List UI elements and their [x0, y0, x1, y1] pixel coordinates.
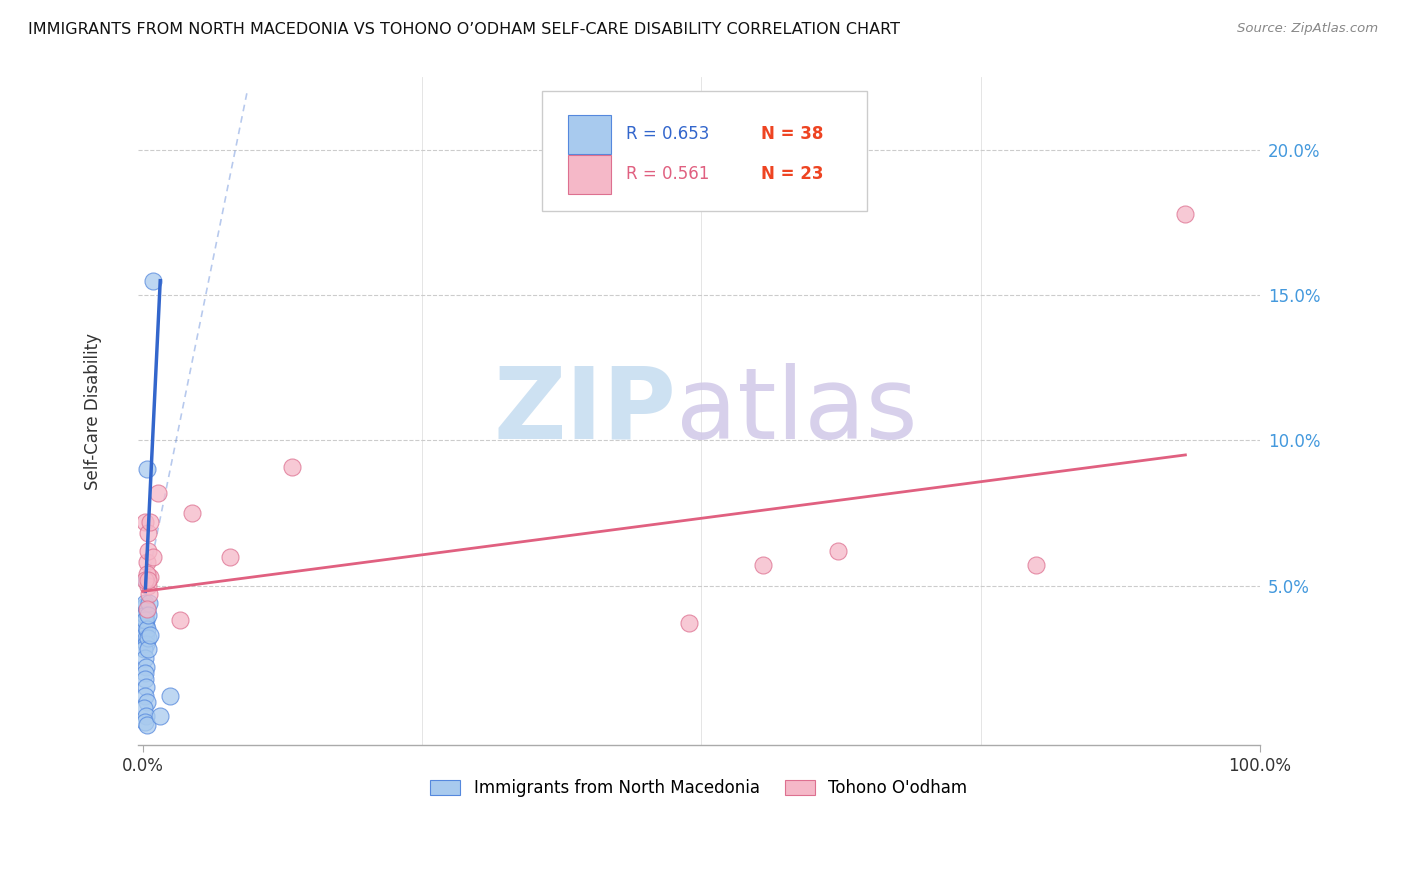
- Point: [134, 714, 156, 729]
- Point: [134, 689, 156, 703]
- Point: [134, 665, 156, 680]
- Point: [135, 573, 157, 587]
- Point: [134, 605, 156, 619]
- Point: [135, 631, 157, 645]
- Point: [281, 459, 304, 474]
- Point: [169, 614, 191, 628]
- Point: [135, 555, 157, 569]
- Point: [132, 607, 155, 622]
- Point: [136, 642, 159, 657]
- Point: [134, 614, 156, 628]
- Point: [142, 274, 165, 288]
- Point: [136, 526, 159, 541]
- Point: [139, 628, 162, 642]
- Point: [135, 695, 157, 709]
- Point: [135, 680, 157, 694]
- Text: Self-Care Disability: Self-Care Disability: [84, 333, 103, 490]
- Point: [134, 700, 156, 714]
- Point: [135, 718, 157, 732]
- FancyBboxPatch shape: [568, 114, 612, 154]
- Point: [134, 651, 156, 665]
- Point: [134, 642, 156, 657]
- Point: [752, 558, 775, 573]
- Point: [134, 607, 156, 622]
- Point: [159, 689, 181, 703]
- Text: IMMIGRANTS FROM NORTH MACEDONIA VS TOHONO O’ODHAM SELF-CARE DISABILITY CORRELATI: IMMIGRANTS FROM NORTH MACEDONIA VS TOHON…: [28, 22, 900, 37]
- Text: atlas: atlas: [676, 363, 918, 460]
- Point: [135, 660, 157, 674]
- Point: [1025, 558, 1047, 573]
- Text: R = 0.653: R = 0.653: [626, 125, 709, 144]
- Point: [135, 462, 157, 476]
- Point: [134, 515, 156, 529]
- Point: [139, 515, 162, 529]
- Point: [134, 619, 156, 633]
- Point: [136, 578, 159, 592]
- Text: ZIP: ZIP: [494, 363, 676, 460]
- FancyBboxPatch shape: [541, 91, 868, 211]
- Text: R = 0.561: R = 0.561: [626, 165, 709, 183]
- Point: [134, 614, 156, 628]
- Point: [135, 637, 157, 651]
- Point: [138, 596, 160, 610]
- Legend: Immigrants from North Macedonia, Tohono O'odham: Immigrants from North Macedonia, Tohono …: [423, 772, 974, 804]
- Point: [134, 599, 156, 613]
- Point: [134, 628, 156, 642]
- Point: [827, 543, 849, 558]
- Point: [149, 709, 172, 723]
- Point: [136, 573, 159, 587]
- Text: N = 23: N = 23: [761, 165, 823, 183]
- Point: [136, 543, 159, 558]
- Point: [181, 506, 204, 520]
- Point: [136, 631, 159, 645]
- FancyBboxPatch shape: [568, 154, 612, 194]
- Text: Source: ZipAtlas.com: Source: ZipAtlas.com: [1237, 22, 1378, 36]
- Point: [134, 672, 156, 686]
- Point: [146, 485, 169, 500]
- Point: [135, 602, 157, 616]
- Point: [135, 614, 157, 628]
- Text: N = 38: N = 38: [761, 125, 823, 144]
- Point: [134, 607, 156, 622]
- Point: [138, 587, 160, 601]
- Point: [134, 573, 156, 587]
- Point: [139, 570, 162, 584]
- Point: [134, 596, 156, 610]
- Point: [1174, 207, 1197, 221]
- Point: [678, 616, 700, 631]
- Point: [218, 549, 240, 564]
- Point: [135, 566, 157, 581]
- Point: [135, 619, 157, 633]
- Point: [135, 709, 157, 723]
- Point: [135, 602, 157, 616]
- Point: [142, 549, 165, 564]
- Point: [135, 622, 157, 636]
- Point: [136, 607, 159, 622]
